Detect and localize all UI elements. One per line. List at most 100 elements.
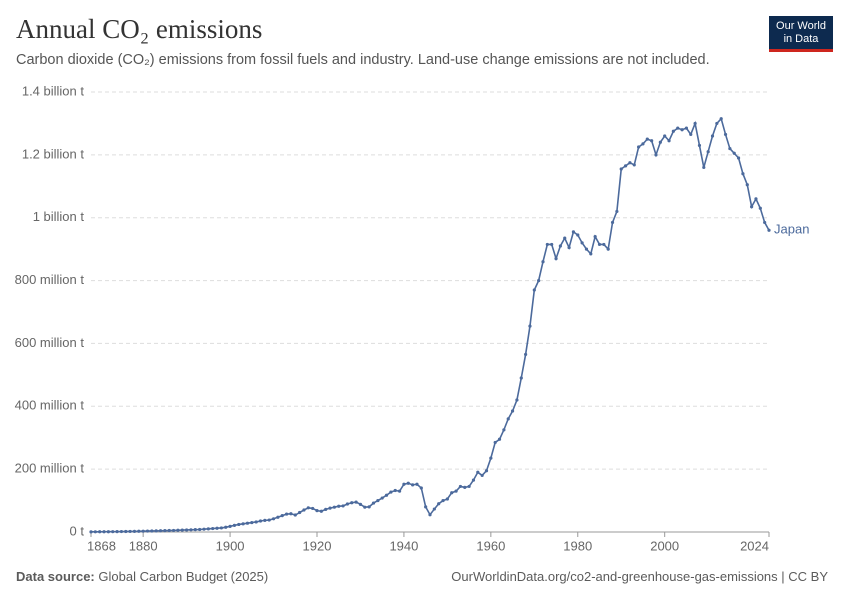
point [258,519,263,523]
y-tick-label: 0 t [70,523,85,538]
point [163,529,167,533]
point [284,512,289,516]
y-tick-label: 600 million t [15,335,85,350]
point [441,498,445,503]
series-label: Japan [774,222,809,237]
x-tick-label: 2000 [650,538,679,553]
y-tick-label: 1 billion t [33,209,85,224]
point [137,529,141,533]
point [563,236,567,240]
point [311,506,315,511]
point [115,530,119,534]
point [141,529,145,533]
y-tick-label: 1.2 billion t [22,146,85,161]
x-tick-label: 1880 [129,538,158,553]
point [689,132,693,137]
point [754,197,758,201]
point [424,505,428,509]
point [293,513,297,517]
point [289,512,293,516]
logo[interactable]: Our World in Data [769,16,833,52]
point [406,481,410,485]
point [567,245,571,250]
point [632,163,636,167]
point [219,526,223,530]
point [458,484,463,489]
point [211,526,215,531]
point [176,528,180,532]
point [228,524,232,528]
point [198,527,202,532]
point [676,126,680,130]
point [710,134,715,138]
point [589,252,593,256]
point [189,528,193,532]
point [437,502,441,506]
y-tick-label: 400 million t [15,398,85,413]
point [106,530,110,534]
point [463,485,467,489]
x-tick-label: 1980 [563,538,592,553]
point [693,121,697,126]
source: Global Carbon Budget (2025) [98,569,269,584]
point [393,488,397,493]
point [628,161,632,165]
point [706,150,710,154]
point [715,121,719,126]
x-tick-label: 1940 [389,538,418,553]
point [671,129,675,133]
x-tick-label: 1920 [303,538,332,553]
point [411,483,415,487]
point [89,530,93,534]
point [337,504,341,508]
point [597,242,602,247]
point [276,515,280,519]
point [476,470,480,474]
point [571,230,576,234]
point [250,520,254,525]
point [510,409,515,413]
point [267,518,271,522]
point [610,220,615,225]
point [224,525,228,529]
point [298,510,302,515]
point [728,146,732,151]
point [354,500,358,504]
point [467,484,471,489]
point [306,506,310,510]
point [332,505,336,509]
logo-line: Our World [776,20,826,32]
point [280,514,284,518]
x-tick-label: 1960 [476,538,505,553]
point [502,428,506,432]
point [732,151,736,155]
point [623,164,628,168]
point [428,513,432,517]
point [271,517,276,521]
point [602,242,606,247]
point [515,398,519,402]
point [736,156,741,160]
point [719,117,723,121]
point [345,502,350,506]
point [480,473,484,478]
point [158,529,163,533]
point [380,496,384,500]
point [550,242,554,247]
point [328,506,332,510]
point [124,529,128,534]
chart-subtitle: Carbon dioxide (CO₂) emissions from foss… [16,52,710,68]
point [232,523,237,528]
point [576,233,580,237]
footer-source: Data source: Global Carbon Budget (2025) [16,569,268,584]
point [119,529,124,534]
point [615,209,619,214]
footer-url[interactable]: OurWorldinData.org/co2-and-greenhouse-ga… [451,569,828,584]
point [145,529,150,533]
x-tick-label: 1900 [216,538,245,553]
point [750,205,754,209]
point [619,167,623,171]
point [171,528,176,533]
